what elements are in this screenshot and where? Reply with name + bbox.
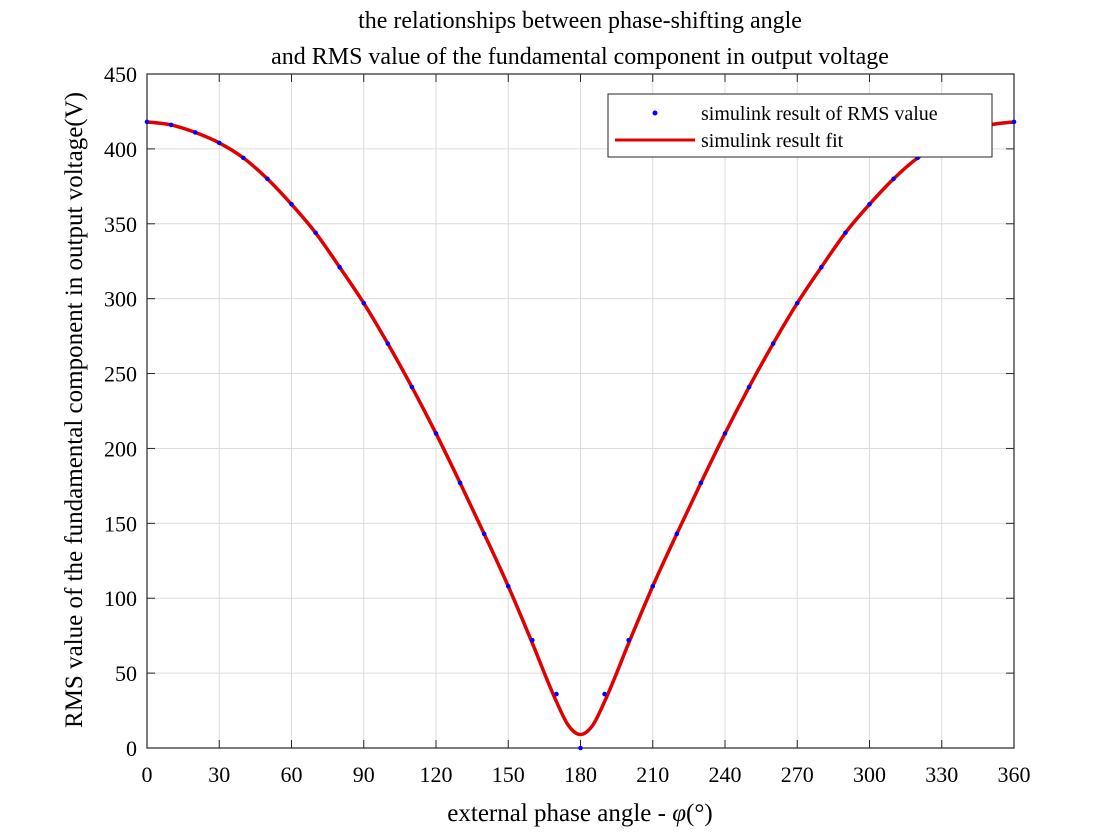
x-tick-label: 0 — [142, 762, 153, 787]
y-tick-label: 100 — [104, 586, 137, 611]
y-tick-label: 150 — [104, 511, 137, 536]
x-tick-label: 120 — [420, 762, 453, 787]
data-point — [578, 745, 583, 751]
data-point — [674, 531, 680, 537]
x-tick-label: 210 — [636, 762, 669, 787]
legend-label-fit: simulink result fit — [701, 130, 844, 152]
data-point — [1011, 119, 1017, 125]
data-point — [337, 264, 342, 270]
x-axis-label-symbol: φ — [672, 800, 686, 827]
x-tick-label: 240 — [709, 762, 742, 787]
data-point — [433, 431, 439, 436]
x-tick-label: 360 — [998, 762, 1031, 787]
data-point — [722, 431, 728, 436]
y-tick-label: 350 — [104, 212, 137, 237]
legend-point-marker — [652, 110, 658, 116]
data-point — [481, 531, 487, 537]
data-point — [746, 384, 752, 390]
data-point — [505, 583, 511, 589]
data-point — [530, 637, 535, 643]
x-axis-label-suffix: (°) — [686, 800, 713, 827]
y-tick-label: 0 — [126, 736, 137, 761]
x-tick-label: 60 — [281, 762, 303, 787]
x-tick-labels: 0 30 60 90 120 150 180 210 240 270 300 330 360 — [142, 762, 1031, 787]
x-tick-label: 180 — [564, 762, 597, 787]
data-point — [192, 130, 198, 135]
data-point — [168, 122, 174, 128]
data-point — [361, 300, 367, 306]
data-point — [385, 341, 391, 346]
x-tick-label: 90 — [353, 762, 375, 787]
x-tick-label: 30 — [208, 762, 230, 787]
y-tick-label: 400 — [104, 137, 137, 162]
data-point — [241, 155, 246, 161]
y-tick-labels: 0 50 100 150 200 250 300 350 400 450 — [104, 62, 137, 761]
data-point — [313, 230, 318, 236]
chart-title-line-2: and RMS value of the fundamental compone… — [271, 44, 889, 70]
fit-curve — [146, 120, 1015, 737]
data-point — [457, 480, 463, 486]
data-point — [819, 264, 824, 270]
legend: simulink result of RMS value simulink re… — [607, 93, 993, 158]
y-tick-label: 50 — [115, 661, 137, 686]
data-point — [144, 119, 150, 125]
x-axis-label: external phase angle - φ(°) — [447, 800, 712, 827]
data-point — [891, 176, 896, 182]
data-point — [698, 480, 704, 486]
data-point — [770, 341, 776, 346]
y-tick-label: 450 — [104, 62, 137, 87]
data-point — [626, 637, 631, 643]
y-tick-label: 250 — [104, 362, 137, 387]
x-tick-label: 270 — [781, 762, 814, 787]
x-tick-label: 330 — [925, 762, 958, 787]
data-point — [602, 691, 607, 697]
y-axis-label: RMS value of the fundamental component i… — [61, 92, 88, 728]
legend-label-points: simulink result of RMS value — [701, 103, 938, 125]
data-point — [843, 230, 848, 236]
data-point — [409, 384, 415, 390]
legend-box — [607, 93, 993, 158]
data-point — [289, 202, 294, 207]
y-tick-label: 200 — [104, 436, 137, 461]
x-tick-label: 300 — [853, 762, 886, 787]
data-point — [554, 691, 559, 697]
point-series — [144, 119, 1017, 751]
x-axis-label-prefix: external phase angle - — [447, 800, 672, 827]
data-point — [794, 300, 800, 306]
fit-series — [146, 120, 1015, 737]
y-tick-label: 300 — [104, 287, 137, 312]
data-point — [216, 140, 222, 146]
x-tick-label: 150 — [492, 762, 525, 787]
data-point — [265, 176, 270, 182]
chart-title-line-1: the relationships between phase-shifting… — [358, 8, 802, 34]
data-point — [650, 583, 656, 589]
data-point — [867, 202, 872, 207]
grid-lines — [146, 73, 1015, 749]
